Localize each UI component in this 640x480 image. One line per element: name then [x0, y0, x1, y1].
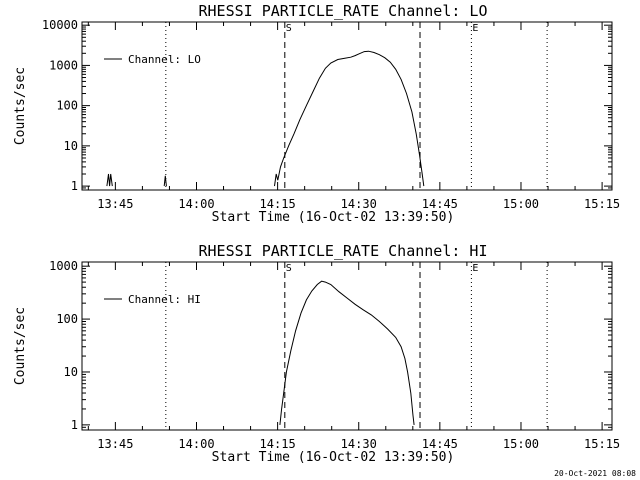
x-tick-label: 14:45 [422, 437, 458, 451]
event-marker-label: E [472, 23, 478, 34]
x-tick-label: 14:00 [178, 197, 214, 211]
legend-label: Channel: LO [128, 53, 201, 66]
x-tick-label: 14:30 [341, 197, 377, 211]
series-line [163, 175, 167, 187]
y-tick-label: 1000 [49, 259, 78, 273]
x-tick-label: 14:45 [422, 197, 458, 211]
y-tick-label: 1 [71, 179, 78, 193]
series-line [274, 50, 425, 187]
chart-title: RHESSI PARTICLE_RATE Channel: HI [199, 242, 488, 260]
y-axis-label: Counts/sec [13, 307, 28, 385]
plot-frame [81, 261, 613, 431]
x-tick-label: 13:45 [97, 437, 133, 451]
x-tick-label: 15:00 [503, 197, 539, 211]
event-marker-label: E [472, 263, 478, 274]
series-line [106, 173, 113, 187]
y-tick-label: 100 [56, 99, 78, 113]
y-tick-label: 100 [56, 312, 78, 326]
x-tick-label: 14:15 [260, 437, 296, 451]
x-tick-label: 15:15 [584, 197, 620, 211]
y-tick-label: 1000 [49, 58, 78, 72]
legend-label: Channel: HI [128, 293, 201, 306]
series-line [279, 280, 415, 425]
x-tick-label: 15:15 [584, 437, 620, 451]
event-marker-label: S [286, 263, 292, 274]
y-tick-label: 10000 [42, 18, 78, 32]
chart-title: RHESSI PARTICLE_RATE Channel: LO [199, 2, 488, 20]
x-tick-label: 14:30 [341, 437, 377, 451]
plot-frame [81, 21, 613, 191]
x-axis-label: Start Time (16-Oct-02 13:39:50) [212, 210, 455, 225]
x-tick-label: 14:15 [260, 197, 296, 211]
chart-panel-2: RHESSI PARTICLE_RATE Channel: HI 1 10 100 10… [13, 242, 620, 465]
x-axis-label: Start Time (16-Oct-02 13:39:50) [212, 450, 455, 465]
x-tick-label: 15:00 [503, 437, 539, 451]
y-tick-label: 1 [71, 418, 78, 432]
x-tick-label: 13:45 [97, 197, 133, 211]
y-axis-label: Counts/sec [13, 67, 28, 145]
x-tick-label: 14:00 [178, 437, 214, 451]
footer-timestamp: 20-Oct-2021 08:08 [554, 469, 636, 478]
chart-panel-1: RHESSI PARTICLE_RATE Channel: LO 1 10 100 10… [13, 2, 620, 225]
y-tick-label: 10 [64, 139, 78, 153]
y-tick-label: 10 [64, 365, 78, 379]
event-marker-label: S [286, 23, 292, 34]
